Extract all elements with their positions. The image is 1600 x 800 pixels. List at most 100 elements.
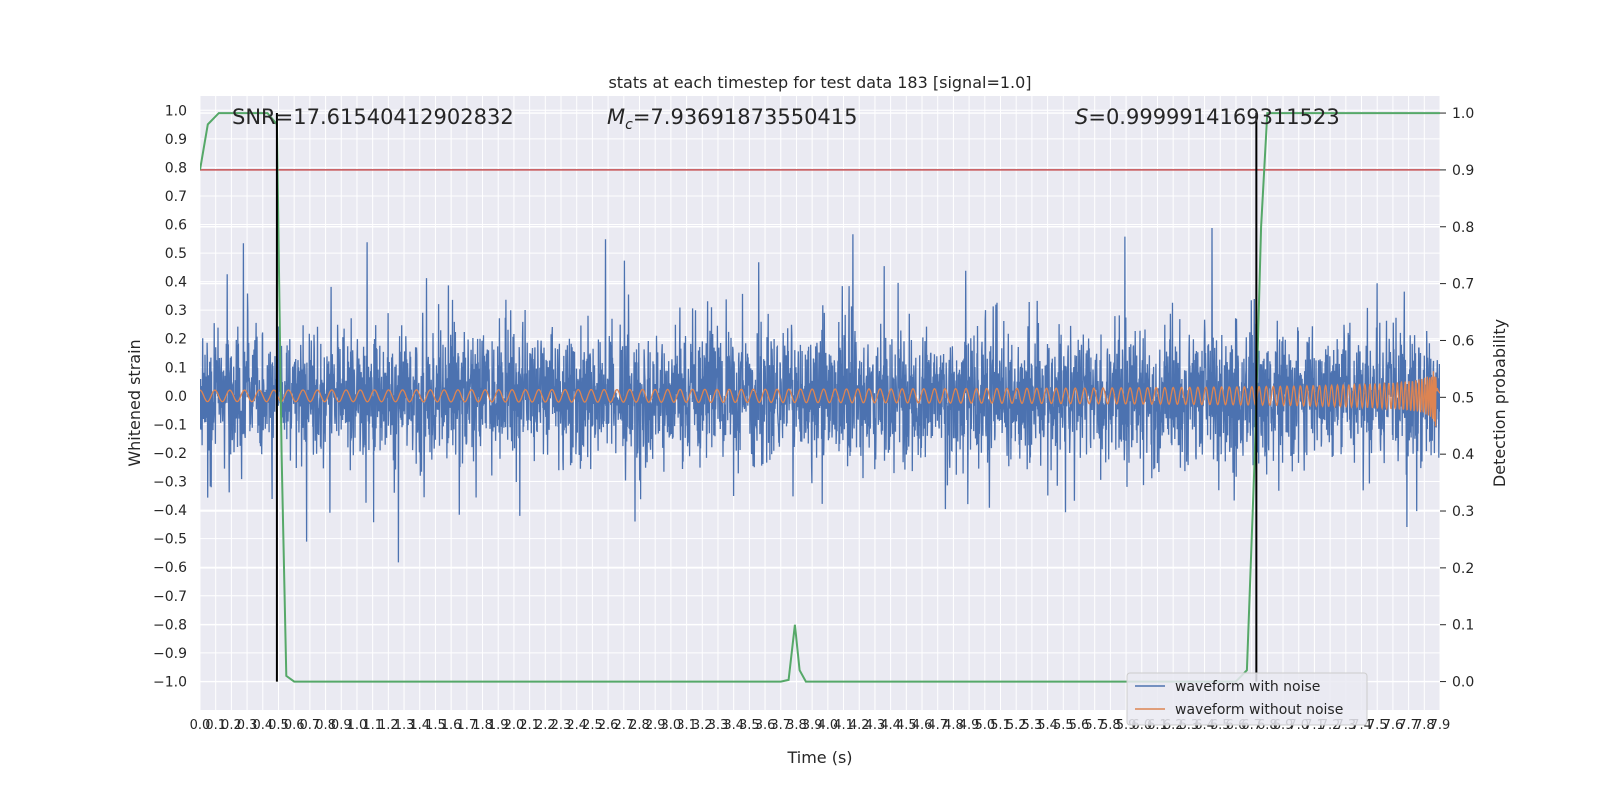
x-tick-label: 5.3 [1022,718,1043,733]
y-tick-labels: 1.0 0.9 0.8 0.7 0.6 0.5 0.4 0.3 0.2 0.1 0.0 −0.1 −0.… [153,103,187,690]
score-symbol: S [1075,105,1088,129]
x-tick-label: 4.1 [833,718,854,733]
x-tick-label: 2.9 [645,718,666,733]
x-tick-label: 7.6 [1383,718,1404,733]
chirp-mass-value: =7.93691873550415 [633,105,858,129]
right-y-tick-label: 0.4 [1452,447,1474,463]
x-tick-label: 5.4 [1037,718,1058,733]
x-tick-label: 4.8 [943,718,964,733]
y-tick-label: 0.2 [165,332,187,348]
x-tick-label: 1.2 [378,718,399,733]
x-tick-label: 1.6 [441,718,462,733]
x-tick-label: 3.3 [708,718,729,733]
y-tick-label: −0.3 [153,475,187,491]
legend-box [1126,672,1368,726]
x-tick-label: 7.8 [1414,718,1435,733]
x-tick-label: 4.3 [865,718,886,733]
y-tick-label: −0.5 [153,532,187,548]
right-y-tick-label: 0.2 [1452,561,1474,577]
x-tick-label: 3.5 [739,718,760,733]
x-tick-label: 3.0 [661,718,682,733]
x-tick-label: 3.7 [770,718,791,733]
x-tick-label: 3.8 [786,718,807,733]
right-y-tick-label: 0.5 [1452,390,1474,406]
y-axis-label: Whitened strain [125,339,144,466]
right-y-tick-labels: 1.0 0.9 0.8 0.7 0.6 0.5 0.4 0.3 0.2 0.1 0.0 [1440,106,1474,691]
chirp-mass-annotation: Mc=7.93691873550415 [607,105,858,133]
right-y-tick-label: 0.3 [1452,504,1474,520]
x-tick-label: 3.2 [692,718,713,733]
x-tick-label: 3.4 [723,718,744,733]
x-tick-label: 0.9 [331,718,352,733]
x-axis-label: Time (s) [786,748,852,767]
y-tick-label: −0.6 [153,560,187,576]
x-tick-label: 3.6 [755,718,776,733]
series-waveform-without-noise [200,371,1440,427]
x-tick-label: 0.5 [268,718,289,733]
right-y-tick-label: 0.0 [1452,675,1474,691]
legend-label-clean: waveform without noise [1175,702,1343,718]
x-tick-label: 3.9 [802,718,823,733]
y-tick-label: 0.3 [165,303,187,319]
x-tick-label: 0.6 [284,718,305,733]
x-tick-label: 4.2 [849,718,870,733]
x-tick-label: 1.5 [425,718,446,733]
series-detection-probability [200,112,1440,683]
y-tick-label: −0.8 [153,617,187,633]
x-tick-label: 1.8 [472,718,493,733]
right-y-tick-label: 0.9 [1452,163,1474,179]
x-tick-label: 1.3 [394,718,415,733]
y-tick-label: 0.4 [165,275,187,291]
x-tick-label: 1.9 [488,718,509,733]
x-tick-label: 2.8 [629,718,650,733]
x-tick-label: 3.1 [676,718,697,733]
series-waveform-with-noise [200,227,1440,563]
x-tick-label: 5.5 [1053,718,1074,733]
right-y-tick-label: 0.7 [1452,277,1474,293]
x-tick-label: 5.6 [1069,718,1090,733]
y-tick-label: −0.9 [153,646,187,662]
y-tick-label: 0.0 [165,389,187,405]
x-tick-label: 4.6 [912,718,933,733]
x-tick-label: 2.7 [613,718,634,733]
x-tick-label: 0.2 [221,718,242,733]
x-tick-label: 1.7 [456,718,477,733]
y-tick-label: 0.9 [165,132,187,148]
x-tick-label: 2.3 [551,718,572,733]
score-value: =0.9999914169311523 [1088,105,1339,129]
y-tick-label: 1.0 [165,103,187,119]
y-tick-label: −0.4 [153,503,187,519]
x-tick-label: 4.0 [818,718,839,733]
right-y-tick-label: 0.6 [1452,333,1474,349]
legend-label-noise: waveform with noise [1175,679,1320,695]
right-y-axis-label: Detection probability [1490,319,1509,487]
y-tick-label: −0.1 [153,417,187,433]
x-tick-label: 4.7 [927,718,948,733]
y-tick-label: −0.7 [153,589,187,605]
x-tick-label: 2.6 [598,718,619,733]
x-tick-label: 4.5 [896,718,917,733]
chirp-mass-symbol: M [607,105,625,129]
right-y-tick-label: 0.8 [1452,220,1474,236]
chirp-mass-subscript: c [625,117,633,133]
x-tick-label: 0.7 [300,718,321,733]
x-tick-label: 0.3 [237,718,258,733]
x-tick-label: 0.4 [252,718,273,733]
y-tick-label: 0.5 [165,246,187,262]
score-annotation: S=0.9999914169311523 [1075,105,1340,129]
x-tick-label: 5.0 [974,718,995,733]
x-tick-label: 2.5 [582,718,603,733]
x-tick-label: 1.4 [409,718,430,733]
x-tick-label: 2.1 [519,718,540,733]
x-tick-label: 5.8 [1100,718,1121,733]
x-tick-label: 5.1 [990,718,1011,733]
x-tick-label: 7.9 [1430,718,1451,733]
x-tick-label: 2.0 [504,718,525,733]
x-tick-label: 1.1 [362,718,383,733]
y-tick-label: 0.1 [165,360,187,376]
x-tick-label: 5.2 [1006,718,1027,733]
x-tick-label: 5.7 [1084,718,1105,733]
y-tick-label: 0.7 [165,189,187,205]
x-tick-label: 2.2 [535,718,556,733]
